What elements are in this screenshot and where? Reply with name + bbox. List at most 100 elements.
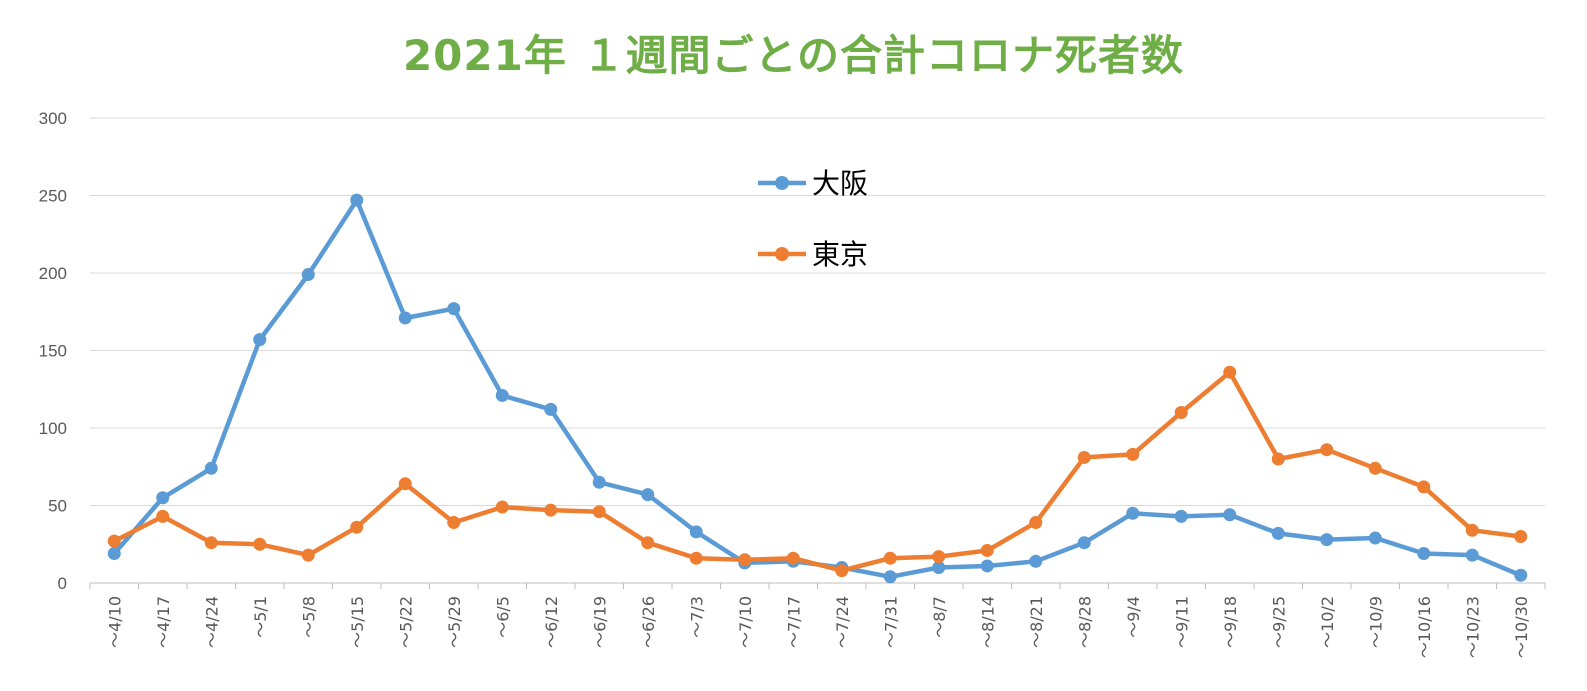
data-point xyxy=(447,516,461,530)
data-point xyxy=(641,488,655,502)
data-point xyxy=(301,268,315,282)
legend-item: 東京 xyxy=(758,238,868,271)
data-point xyxy=(1320,443,1334,457)
data-point xyxy=(592,505,606,519)
series-tokyo xyxy=(107,365,1528,578)
chart-title: 2021年 １週間ごとの合計コロナ死者数 xyxy=(402,31,1185,80)
data-point xyxy=(786,551,800,565)
x-tick-label: ～6/19 xyxy=(590,596,609,648)
x-tick-label: ～6/26 xyxy=(639,596,658,648)
data-point xyxy=(1126,447,1140,461)
data-point xyxy=(301,548,315,562)
x-tick-label: ～9/11 xyxy=(1172,596,1191,648)
x-tick-label: ～8/21 xyxy=(1027,596,1046,648)
data-point xyxy=(980,559,994,573)
data-point xyxy=(398,477,412,491)
data-point xyxy=(1417,480,1431,494)
data-point xyxy=(1029,516,1043,530)
data-point xyxy=(641,536,655,550)
data-point xyxy=(689,525,703,539)
data-point xyxy=(544,402,558,416)
x-tick-label: ～5/15 xyxy=(348,596,367,648)
data-point xyxy=(156,509,170,523)
data-point xyxy=(447,302,461,316)
data-point xyxy=(883,551,897,565)
x-tick-label: ～6/5 xyxy=(493,596,512,638)
data-point xyxy=(204,461,218,475)
x-tick-label: ～7/3 xyxy=(687,596,706,638)
x-tick-label: ～8/7 xyxy=(930,596,949,638)
series-osaka xyxy=(107,193,1528,584)
x-tick-label: ～10/23 xyxy=(1463,596,1482,658)
legend-marker xyxy=(775,176,789,190)
x-tick-label: ～9/25 xyxy=(1269,596,1288,648)
y-tick-label: 50 xyxy=(48,497,67,516)
x-tick-label: ～5/8 xyxy=(299,596,318,638)
x-axis-ticks: ～4/10 ～4/17 ～4/24 ～5/1 ～5/8 ～5/15 ～5/22 ～5/29 ～6… xyxy=(89,583,1546,658)
data-point xyxy=(689,551,703,565)
data-point xyxy=(495,388,509,402)
legend-label: 大阪 xyxy=(812,167,868,200)
data-point xyxy=(1126,506,1140,520)
y-tick-label: 150 xyxy=(39,342,67,361)
data-point xyxy=(932,550,946,564)
data-point xyxy=(932,561,946,574)
x-tick-label: ～9/18 xyxy=(1221,596,1240,648)
x-tick-label: ～10/2 xyxy=(1318,596,1337,648)
x-tick-label: ～4/24 xyxy=(202,596,221,648)
data-point xyxy=(495,500,509,514)
x-tick-label: ～10/30 xyxy=(1512,596,1531,658)
data-point xyxy=(1514,568,1528,582)
data-point xyxy=(738,553,752,567)
x-tick-label: ～10/9 xyxy=(1366,596,1385,648)
data-point xyxy=(980,543,994,557)
data-point xyxy=(1174,509,1188,523)
data-point xyxy=(1029,554,1043,568)
x-tick-label: ～4/17 xyxy=(154,596,173,648)
data-point xyxy=(1320,533,1334,547)
x-tick-label: ～4/10 xyxy=(105,596,124,648)
data-point xyxy=(1368,461,1382,475)
data-point xyxy=(156,491,170,505)
y-tick-label: 100 xyxy=(39,419,67,438)
x-tick-label: ～8/14 xyxy=(978,596,997,648)
y-tick-label: 300 xyxy=(39,109,67,128)
data-point xyxy=(592,475,606,489)
x-tick-label: ～5/29 xyxy=(445,596,464,648)
data-point xyxy=(253,537,267,551)
data-point xyxy=(1223,508,1237,522)
legend-item: 大阪 xyxy=(758,167,868,200)
data-point xyxy=(350,193,364,207)
data-point xyxy=(204,536,218,550)
data-point xyxy=(883,570,897,584)
x-tick-label: ～7/24 xyxy=(833,596,852,648)
data-point xyxy=(1223,365,1237,379)
data-point xyxy=(1077,536,1091,550)
data-point xyxy=(398,311,412,325)
x-tick-label: ～9/4 xyxy=(1124,596,1143,638)
data-point xyxy=(1271,526,1285,540)
data-point xyxy=(1514,530,1528,543)
data-point xyxy=(544,503,558,517)
data-point xyxy=(253,333,267,347)
y-tick-label: 0 xyxy=(58,574,67,593)
data-point xyxy=(1465,548,1479,562)
data-point xyxy=(1465,523,1479,537)
x-tick-label: ～10/16 xyxy=(1415,596,1434,658)
data-point xyxy=(835,564,849,578)
data-point xyxy=(1077,450,1091,464)
series-line xyxy=(113,369,1522,573)
y-tick-label: 250 xyxy=(39,187,67,206)
data-point xyxy=(1368,531,1382,545)
series-lines xyxy=(107,193,1528,584)
x-tick-label: ～5/1 xyxy=(251,596,270,638)
data-point xyxy=(107,534,121,548)
x-tick-label: ～7/10 xyxy=(736,596,755,648)
data-point xyxy=(1417,547,1431,561)
y-tick-label: 200 xyxy=(39,264,67,283)
y-axis-ticks: 0 50 100 150 200 250 300 xyxy=(39,109,67,593)
legend-marker xyxy=(775,247,789,261)
x-tick-label: ～7/17 xyxy=(784,596,803,648)
